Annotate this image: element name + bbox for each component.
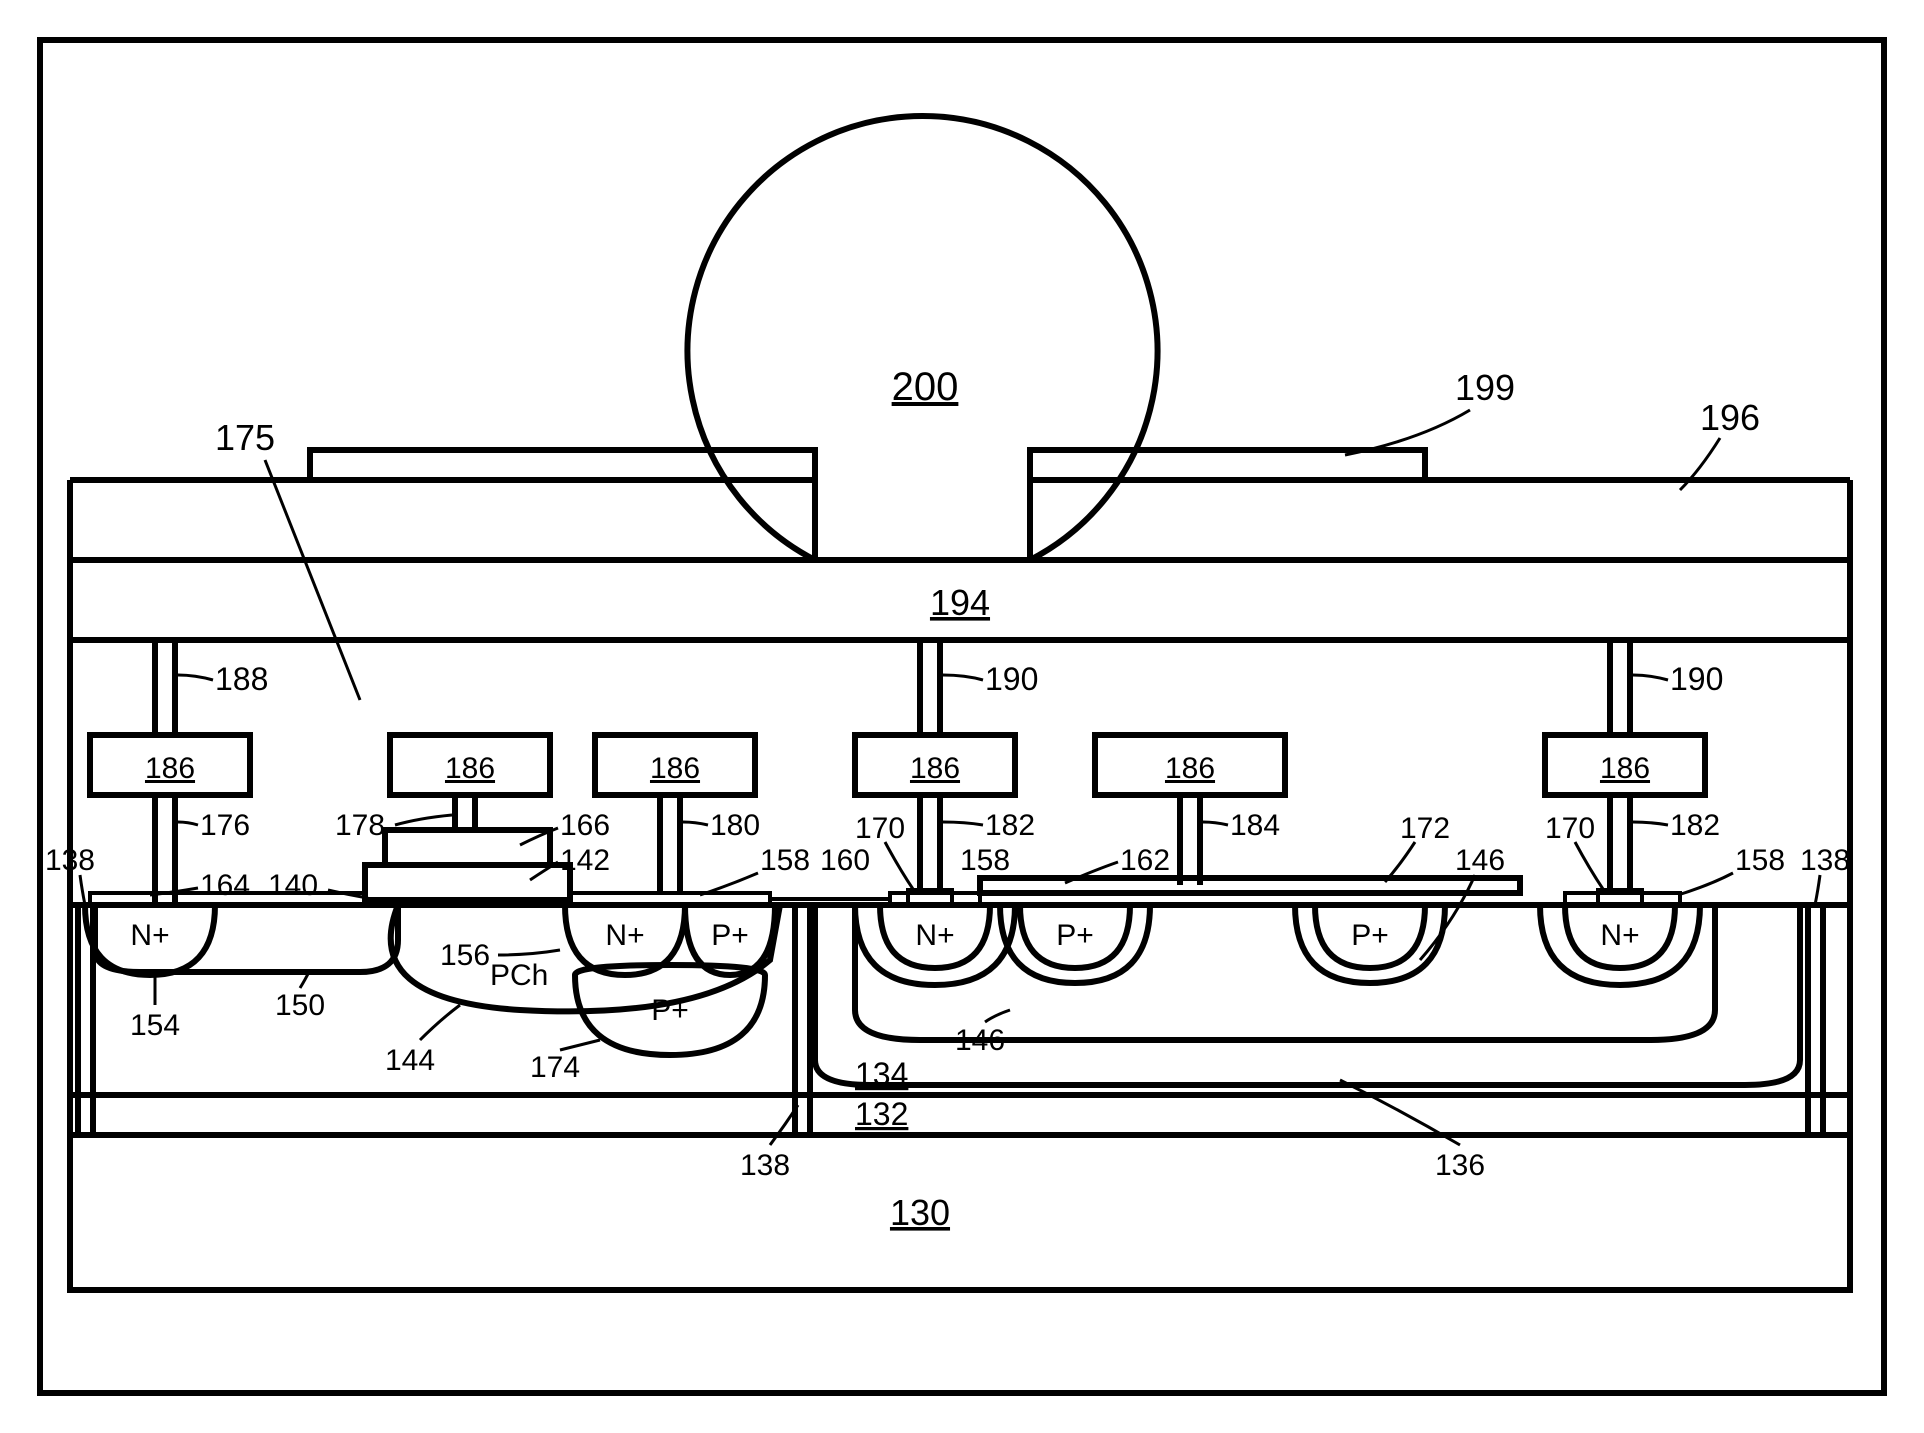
- label-138-r: 138: [1800, 844, 1850, 877]
- label-186-2: 186: [445, 752, 495, 785]
- strip-158-l: [570, 893, 770, 905]
- via-190-b: [1610, 640, 1630, 735]
- label-194: 194: [930, 582, 990, 623]
- label-190-a: 190: [985, 661, 1038, 697]
- label-158-l: 158: [760, 844, 810, 877]
- label-164: 164: [200, 869, 250, 902]
- label-182-b: 182: [1670, 809, 1720, 842]
- via-182-a: [920, 795, 940, 892]
- via-180: [660, 795, 680, 895]
- label-146: 146: [1455, 844, 1505, 877]
- label-158-c: 158: [960, 844, 1010, 877]
- label-142: 142: [560, 844, 610, 877]
- via-184: [1180, 795, 1200, 885]
- label-140: 140: [268, 869, 318, 902]
- label-pch: PCh: [490, 959, 548, 992]
- label-188: 188: [215, 661, 268, 697]
- gate-166: [385, 830, 550, 865]
- label-172: 172: [1400, 812, 1450, 845]
- label-144: 144: [385, 1044, 435, 1077]
- label-178: 178: [335, 809, 385, 842]
- via-178: [455, 795, 475, 830]
- label-134: 134: [855, 1056, 908, 1092]
- label-156: 156: [440, 939, 490, 972]
- via-190-a: [920, 640, 940, 735]
- label-132: 132: [855, 1096, 908, 1132]
- label-138-l: 138: [45, 844, 95, 877]
- label-184: 184: [1230, 809, 1280, 842]
- txt-n-c1: N+: [915, 919, 954, 952]
- label-199: 199: [1455, 367, 1515, 408]
- label-130: 130: [890, 1192, 950, 1233]
- figure-svg: 200 199 196 175 194 188 190 190 186 186 …: [0, 0, 1924, 1433]
- label-196: 196: [1700, 397, 1760, 438]
- solder-ball-200: [688, 116, 1158, 560]
- txt-p-l: P+: [711, 919, 749, 952]
- via-176: [155, 795, 175, 902]
- txt-p-c2: P+: [1056, 919, 1094, 952]
- via-182-b: [1610, 795, 1630, 892]
- label-150: 150: [275, 989, 325, 1022]
- deep-well-136: [815, 905, 1800, 1085]
- layer-130: [70, 1135, 1850, 1290]
- pad-199: [1030, 450, 1425, 480]
- label-175: 175: [215, 417, 275, 458]
- gate-142: [365, 865, 570, 900]
- txt-p-174: P+: [651, 994, 689, 1027]
- txt-n-r: N+: [1600, 919, 1639, 952]
- layer-132: [70, 1095, 1850, 1135]
- label-154: 154: [130, 1009, 180, 1042]
- label-162: 162: [1120, 844, 1170, 877]
- label-186-4: 186: [910, 752, 960, 785]
- label-170-b: 170: [1545, 812, 1595, 845]
- label-186-6: 186: [1600, 752, 1650, 785]
- pad-left-ext: [310, 450, 815, 480]
- txt-n-156: N+: [605, 919, 644, 952]
- plate-162: [980, 878, 1520, 893]
- label-174: 174: [530, 1051, 580, 1084]
- label-166: 166: [560, 809, 610, 842]
- label-182-a: 182: [985, 809, 1035, 842]
- label-180: 180: [710, 809, 760, 842]
- label-186-3: 186: [650, 752, 700, 785]
- label-158-r: 158: [1735, 844, 1785, 877]
- ubm-recess: [815, 480, 1030, 560]
- label-190-b: 190: [1670, 661, 1723, 697]
- label-146: 146: [955, 1024, 1005, 1057]
- label-138-c: 138: [740, 1149, 790, 1182]
- label-186-5: 186: [1165, 752, 1215, 785]
- label-136: 136: [1435, 1149, 1485, 1182]
- label-200: 200: [892, 365, 959, 409]
- label-170-a: 170: [855, 812, 905, 845]
- txt-p-r2: P+: [1351, 919, 1389, 952]
- via-188: [155, 640, 175, 735]
- txt-n-154: N+: [130, 919, 169, 952]
- label-160: 160: [820, 844, 870, 877]
- label-186-1: 186: [145, 752, 195, 785]
- label-176: 176: [200, 809, 250, 842]
